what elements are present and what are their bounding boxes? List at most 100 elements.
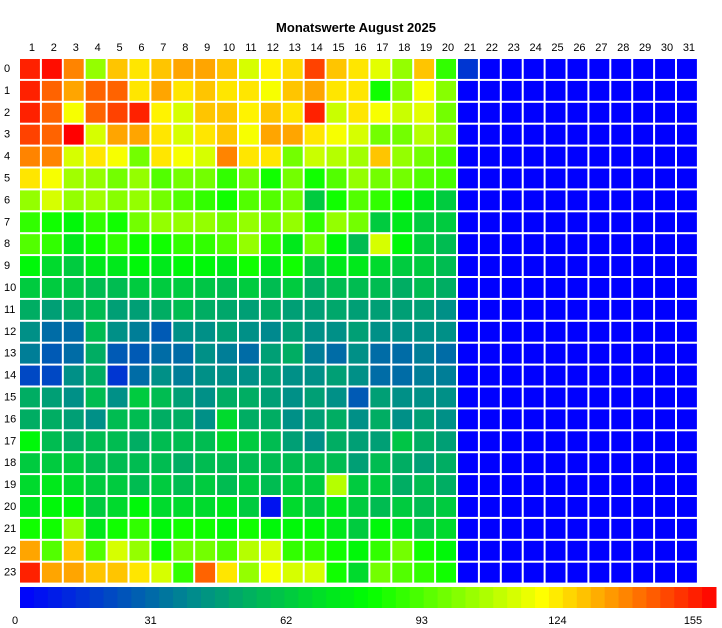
heatmap-cell: [655, 321, 675, 342]
heatmap-cell: [63, 234, 84, 255]
heatmap-cell: [217, 234, 237, 255]
heatmap-cell: [20, 387, 40, 408]
heatmap-cell: [589, 321, 610, 342]
heatmap-cell: [151, 321, 172, 342]
x-tick-label: 19: [420, 42, 432, 54]
heatmap-cell: [326, 321, 347, 342]
heatmap-cell: [523, 365, 544, 386]
heatmap-cell: [545, 190, 566, 211]
x-tick-label: 8: [182, 42, 188, 54]
x-tick-label: 10: [223, 42, 235, 54]
heatmap-cell: [655, 453, 675, 474]
heatmap-cell: [85, 518, 106, 539]
heatmap-cell: [41, 80, 62, 101]
heatmap-cell: [20, 365, 40, 386]
heatmap-cell: [173, 321, 194, 342]
heatmap-cell: [41, 212, 62, 233]
heatmap-cell: [151, 168, 172, 189]
heatmap-cell: [370, 497, 391, 517]
colorbar-segment: [200, 587, 216, 608]
y-tick-label: 18: [4, 457, 16, 469]
x-tick-label: 1: [29, 42, 35, 54]
heatmap-cell: [41, 59, 62, 79]
heatmap-cell: [633, 475, 654, 495]
heatmap-cell: [501, 321, 522, 342]
x-tick-label: 18: [398, 42, 410, 54]
y-tick-label: 12: [4, 326, 16, 338]
heatmap-cell: [677, 365, 697, 386]
heatmap-cell: [85, 321, 106, 342]
heatmap-cell: [20, 343, 40, 364]
colorbar-segment: [103, 587, 118, 608]
heatmap-cell: [523, 190, 544, 211]
heatmap-cell: [523, 497, 544, 517]
heatmap-cell: [501, 299, 522, 320]
heatmap-cell: [348, 190, 369, 211]
heatmap-cell: [479, 124, 500, 145]
heatmap-cell: [129, 518, 150, 539]
heatmap-cell: [41, 409, 62, 430]
heatmap-cell: [611, 431, 632, 452]
heatmap-cell: [611, 124, 632, 145]
heatmap-cell: [589, 409, 610, 430]
heatmap-cell: [151, 562, 172, 583]
heatmap-cell: [348, 256, 369, 276]
heatmap-cell: [479, 562, 500, 583]
heatmap-cell: [677, 124, 697, 145]
heatmap-cell: [479, 168, 500, 189]
heatmap-cell: [20, 497, 40, 517]
heatmap-cell: [63, 146, 84, 167]
heatmap-cell: [567, 431, 588, 452]
heatmap-cell: [217, 540, 237, 561]
heatmap-cell: [217, 518, 237, 539]
heatmap-cell: [545, 212, 566, 233]
heatmap-cell: [633, 540, 654, 561]
heatmap-cell: [458, 365, 478, 386]
x-tick-label: 16: [354, 42, 366, 54]
heatmap-cell: [655, 234, 675, 255]
heatmap-cell: [567, 562, 588, 583]
heatmap-cell: [611, 540, 632, 561]
y-tick-label: 2: [4, 107, 10, 119]
heatmap-cell: [458, 497, 478, 517]
heatmap-cell: [195, 497, 216, 517]
heatmap-cell: [195, 343, 216, 364]
heatmap-cell: [20, 234, 40, 255]
heatmap-cell: [151, 278, 172, 298]
heatmap-cell: [304, 431, 325, 452]
heatmap-cell: [107, 562, 128, 583]
heatmap-cell: [414, 387, 435, 408]
heatmap-cell: [633, 278, 654, 298]
heatmap-cell: [326, 518, 347, 539]
heatmap-cell: [589, 497, 610, 517]
colorbar-segment: [312, 587, 327, 608]
heatmap-cell: [217, 168, 237, 189]
heatmap-cell: [326, 190, 347, 211]
heatmap-cell: [173, 190, 194, 211]
heatmap-cell: [107, 102, 128, 123]
heatmap-cell: [260, 59, 281, 79]
x-tick-label: 21: [464, 42, 476, 54]
heatmap-cell: [458, 190, 478, 211]
heatmap-cell: [392, 124, 413, 145]
colorbar-segment: [298, 587, 313, 608]
x-tick-label: 11: [245, 42, 256, 54]
x-tick-label: 26: [573, 42, 585, 54]
heatmap-cell: [129, 168, 150, 189]
heatmap-cell: [458, 256, 478, 276]
heatmap-cell: [436, 365, 456, 386]
heatmap-cell: [436, 124, 456, 145]
colorbar-segment: [562, 587, 578, 608]
heatmap-cell: [326, 387, 347, 408]
heatmap-cell: [436, 59, 456, 79]
heatmap-cell: [392, 190, 413, 211]
heatmap-cell: [282, 59, 303, 79]
heatmap-cell: [326, 146, 347, 167]
heatmap-cell: [173, 475, 194, 495]
heatmap-cell: [107, 80, 128, 101]
heatmap-cell: [260, 365, 281, 386]
heatmap-cell: [479, 518, 500, 539]
heatmap-cell: [589, 234, 610, 255]
heatmap-cell: [20, 212, 40, 233]
x-tick-label: 2: [51, 42, 57, 54]
